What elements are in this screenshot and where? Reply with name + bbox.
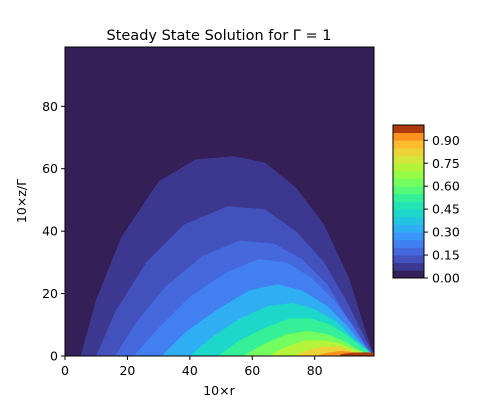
x-axis-ticks: 0 20 40 60 80 <box>61 356 323 378</box>
colorbar-band <box>393 201 424 210</box>
y-tick-label: 80 <box>42 99 58 114</box>
colorbar-band <box>393 255 424 264</box>
x-axis-label: 10×r <box>203 383 235 398</box>
x-tick-label: 20 <box>119 363 135 378</box>
colorbar-tick-label: 0.00 <box>432 271 460 286</box>
colorbar-band <box>393 224 424 233</box>
colorbar-band <box>393 262 424 271</box>
colorbar-band <box>393 125 424 134</box>
colorbar-band <box>393 140 424 149</box>
colorbar-tick-label: 0.45 <box>432 202 460 217</box>
colorbar-tick-label: 0.60 <box>432 179 460 194</box>
colorbar-band <box>393 186 424 195</box>
x-tick-label: 40 <box>182 363 198 378</box>
colorbar-band <box>393 247 424 256</box>
colorbar-frame <box>392 124 425 279</box>
colorbar-band <box>393 270 424 279</box>
y-tick-label: 60 <box>42 161 58 176</box>
colorbar-band <box>393 216 424 225</box>
x-tick-label: 80 <box>307 363 323 378</box>
contour-layer <box>80 156 374 356</box>
colorbar-tick-label: 0.15 <box>432 248 460 263</box>
y-axis-label: 10×z/Γ <box>14 179 29 223</box>
x-tick-label: 60 <box>244 363 260 378</box>
chart-title: Steady State Solution for Γ = 1 <box>107 28 332 44</box>
colorbar-band <box>393 163 424 172</box>
colorbar-band <box>393 239 424 248</box>
contour-peak <box>339 352 374 356</box>
colorbar-ticks: 0.00 0.15 0.30 0.45 0.60 0.75 0.90 <box>424 133 460 286</box>
colorbar-tick-label: 0.90 <box>432 133 460 148</box>
colorbar-band <box>393 178 424 187</box>
colorbar-band <box>393 155 424 164</box>
colorbar-band <box>393 147 424 156</box>
colorbar-band <box>393 209 424 218</box>
y-tick-label: 0 <box>50 349 58 364</box>
colorbar-tick-label: 0.75 <box>432 156 460 171</box>
x-tick-label: 0 <box>61 363 69 378</box>
y-tick-label: 20 <box>42 286 58 301</box>
colorbar-band <box>393 232 424 241</box>
plot-area <box>64 46 375 357</box>
plot-frame <box>64 46 375 357</box>
y-axis-ticks: 0 20 40 60 80 <box>42 99 65 364</box>
colorbar: 0.00 0.15 0.30 0.45 0.60 0.75 0.90 <box>392 124 460 286</box>
y-tick-label: 40 <box>42 224 58 239</box>
colorbar-band <box>393 170 424 179</box>
colorbar-bands <box>393 125 424 279</box>
colorbar-tick-label: 0.30 <box>432 225 460 240</box>
colorbar-band <box>393 193 424 202</box>
colorbar-band <box>393 132 424 141</box>
